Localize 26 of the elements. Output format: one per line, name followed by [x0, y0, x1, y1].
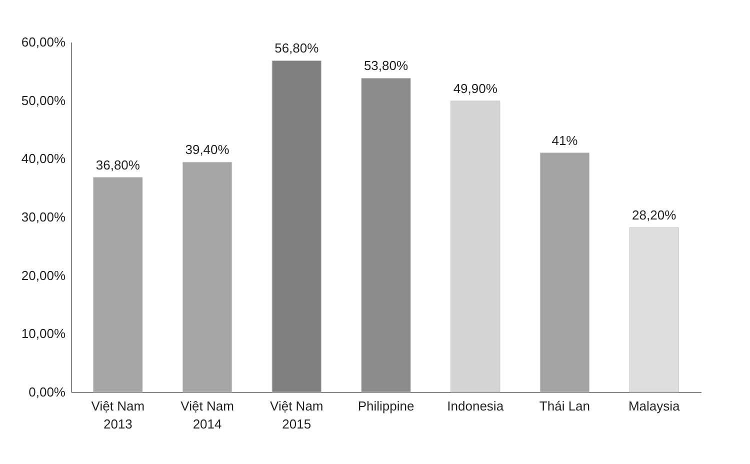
data-label: 39,40%	[185, 142, 230, 158]
y-tick-label: 0,00%	[28, 384, 66, 400]
x-tick-label: Malaysia	[628, 398, 680, 414]
y-tick-label: 10,00%	[21, 326, 66, 342]
x-tick-label: Philippine	[358, 398, 414, 414]
y-tick-label: 30,00%	[21, 210, 66, 224]
bar	[629, 227, 679, 392]
data-label: 53,80%	[364, 58, 408, 74]
bar	[450, 100, 500, 392]
x-tick-label: Việt Nam 2014	[180, 398, 234, 432]
x-tick-label: Thái Lan	[539, 398, 590, 414]
data-label: 49,90%	[453, 80, 498, 96]
x-tick-label: Indonesia	[447, 398, 504, 414]
y-tick-label: 60,00%	[21, 34, 66, 50]
x-tick-label: Việt Nam 2015	[270, 398, 324, 432]
x-tick-label: Việt Nam 2013	[91, 398, 145, 432]
data-label: 56,80%	[274, 40, 320, 56]
y-tick-label: 40,00%	[21, 151, 66, 166]
y-tick-label: 50,00%	[21, 92, 66, 108]
y-tick-label: 20,00%	[21, 268, 66, 283]
bar	[93, 177, 143, 392]
data-label: 41%	[552, 132, 578, 148]
bar	[182, 162, 232, 392]
data-label: 28,20%	[632, 208, 677, 222]
data-label: 36,80%	[96, 157, 140, 172]
bar	[540, 152, 590, 392]
